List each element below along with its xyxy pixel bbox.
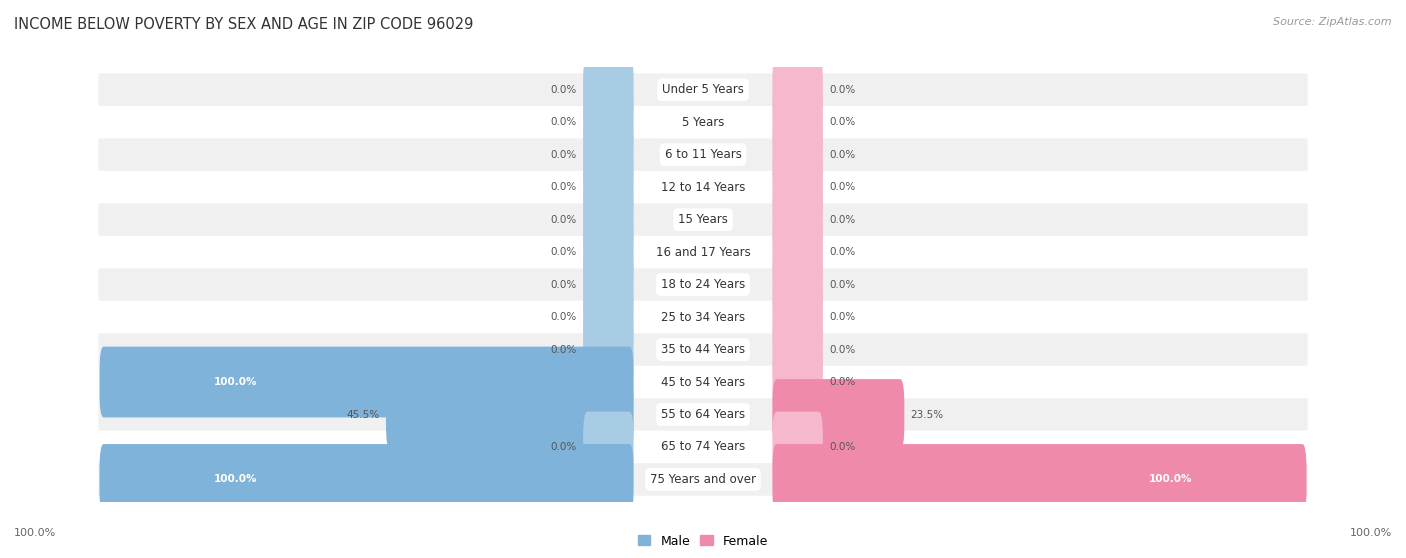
FancyBboxPatch shape (583, 152, 634, 223)
FancyBboxPatch shape (583, 54, 634, 125)
FancyBboxPatch shape (98, 74, 1308, 106)
Text: 0.0%: 0.0% (830, 215, 855, 225)
Text: 0.0%: 0.0% (830, 377, 855, 387)
FancyBboxPatch shape (98, 366, 1308, 398)
FancyBboxPatch shape (583, 412, 634, 482)
Text: 0.0%: 0.0% (551, 247, 576, 257)
Text: 0.0%: 0.0% (551, 215, 576, 225)
FancyBboxPatch shape (98, 431, 1308, 463)
Text: 55 to 64 Years: 55 to 64 Years (661, 408, 745, 421)
FancyBboxPatch shape (98, 236, 1308, 268)
FancyBboxPatch shape (583, 249, 634, 320)
Text: 0.0%: 0.0% (551, 182, 576, 192)
FancyBboxPatch shape (772, 314, 823, 385)
Text: 45.5%: 45.5% (346, 410, 380, 420)
Text: 100.0%: 100.0% (1350, 528, 1392, 538)
FancyBboxPatch shape (100, 444, 634, 515)
Text: 0.0%: 0.0% (830, 85, 855, 95)
Text: 12 to 14 Years: 12 to 14 Years (661, 181, 745, 194)
Text: 6 to 11 Years: 6 to 11 Years (665, 148, 741, 161)
Text: INCOME BELOW POVERTY BY SEX AND AGE IN ZIP CODE 96029: INCOME BELOW POVERTY BY SEX AND AGE IN Z… (14, 17, 474, 32)
Text: 0.0%: 0.0% (551, 344, 576, 354)
Text: 0.0%: 0.0% (551, 442, 576, 452)
FancyBboxPatch shape (98, 301, 1308, 333)
Text: 0.0%: 0.0% (551, 280, 576, 290)
FancyBboxPatch shape (100, 347, 634, 417)
Text: 0.0%: 0.0% (830, 442, 855, 452)
FancyBboxPatch shape (772, 119, 823, 190)
FancyBboxPatch shape (772, 412, 823, 482)
Text: 5 Years: 5 Years (682, 116, 724, 129)
Text: 18 to 24 Years: 18 to 24 Years (661, 278, 745, 291)
Text: 0.0%: 0.0% (551, 85, 576, 95)
Text: 45 to 54 Years: 45 to 54 Years (661, 376, 745, 388)
Text: Source: ZipAtlas.com: Source: ZipAtlas.com (1274, 17, 1392, 27)
FancyBboxPatch shape (772, 184, 823, 255)
Text: 100.0%: 100.0% (14, 528, 56, 538)
Legend: Male, Female: Male, Female (633, 530, 773, 552)
Text: 0.0%: 0.0% (551, 312, 576, 322)
FancyBboxPatch shape (583, 119, 634, 190)
Text: 0.0%: 0.0% (551, 150, 576, 160)
Text: 100.0%: 100.0% (214, 474, 257, 484)
Text: 0.0%: 0.0% (830, 117, 855, 127)
FancyBboxPatch shape (98, 106, 1308, 138)
Text: 0.0%: 0.0% (551, 117, 576, 127)
Text: 0.0%: 0.0% (830, 344, 855, 354)
Text: 75 Years and over: 75 Years and over (650, 473, 756, 486)
Text: 25 to 34 Years: 25 to 34 Years (661, 311, 745, 324)
FancyBboxPatch shape (772, 249, 823, 320)
Text: 0.0%: 0.0% (830, 312, 855, 322)
FancyBboxPatch shape (98, 463, 1308, 496)
FancyBboxPatch shape (772, 282, 823, 353)
FancyBboxPatch shape (772, 347, 823, 417)
Text: 15 Years: 15 Years (678, 213, 728, 226)
FancyBboxPatch shape (98, 333, 1308, 366)
FancyBboxPatch shape (387, 379, 634, 450)
Text: 0.0%: 0.0% (830, 280, 855, 290)
FancyBboxPatch shape (98, 398, 1308, 431)
FancyBboxPatch shape (98, 138, 1308, 171)
FancyBboxPatch shape (98, 203, 1308, 236)
FancyBboxPatch shape (98, 171, 1308, 203)
Text: 0.0%: 0.0% (830, 182, 855, 192)
Text: 0.0%: 0.0% (830, 247, 855, 257)
Text: 23.5%: 23.5% (911, 410, 943, 420)
FancyBboxPatch shape (98, 268, 1308, 301)
Text: 16 and 17 Years: 16 and 17 Years (655, 246, 751, 258)
Text: 35 to 44 Years: 35 to 44 Years (661, 343, 745, 356)
Text: Under 5 Years: Under 5 Years (662, 83, 744, 96)
FancyBboxPatch shape (583, 87, 634, 157)
FancyBboxPatch shape (583, 282, 634, 353)
FancyBboxPatch shape (772, 379, 904, 450)
FancyBboxPatch shape (772, 54, 823, 125)
FancyBboxPatch shape (772, 87, 823, 157)
FancyBboxPatch shape (583, 217, 634, 287)
FancyBboxPatch shape (583, 314, 634, 385)
Text: 100.0%: 100.0% (214, 377, 257, 387)
Text: 100.0%: 100.0% (1149, 474, 1192, 484)
FancyBboxPatch shape (772, 444, 1306, 515)
FancyBboxPatch shape (772, 217, 823, 287)
FancyBboxPatch shape (583, 184, 634, 255)
Text: 0.0%: 0.0% (830, 150, 855, 160)
FancyBboxPatch shape (772, 152, 823, 223)
Text: 65 to 74 Years: 65 to 74 Years (661, 440, 745, 454)
